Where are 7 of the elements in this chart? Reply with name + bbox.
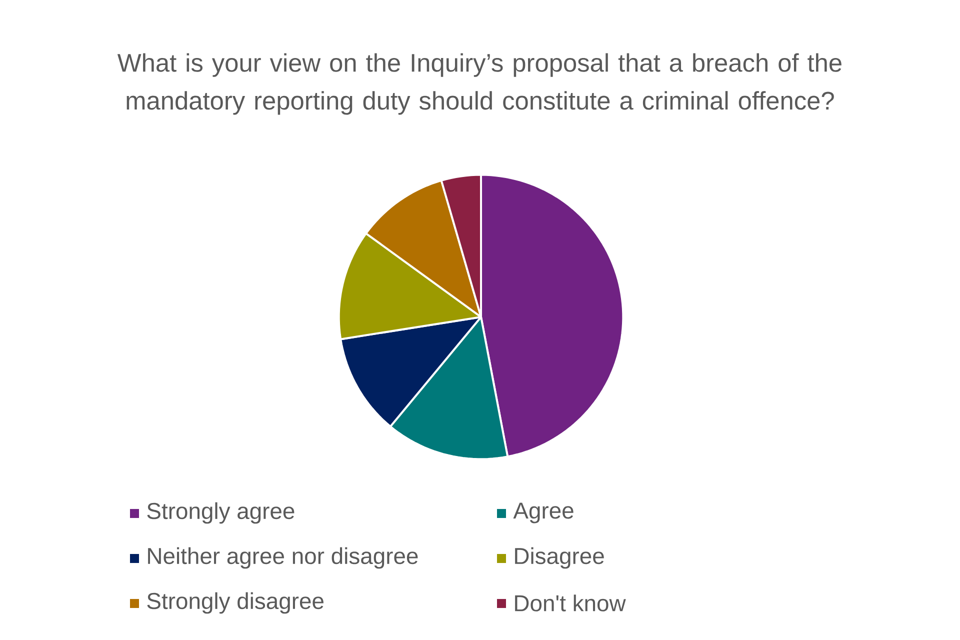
legend-label: Neither agree nor disagree [148,547,418,569]
legend-label: Agree [513,502,574,524]
legend-label: Disagree [515,547,604,569]
legend-label: Strongly agree [147,502,294,524]
chart-title: What is your view on the Inquiry’s proposal that a breach of the mandatory reporting duty should constitute a criminal offence? [117,53,842,115]
legend-label: Don't know [515,594,626,612]
legend-label: Strongly disagree [147,592,324,614]
